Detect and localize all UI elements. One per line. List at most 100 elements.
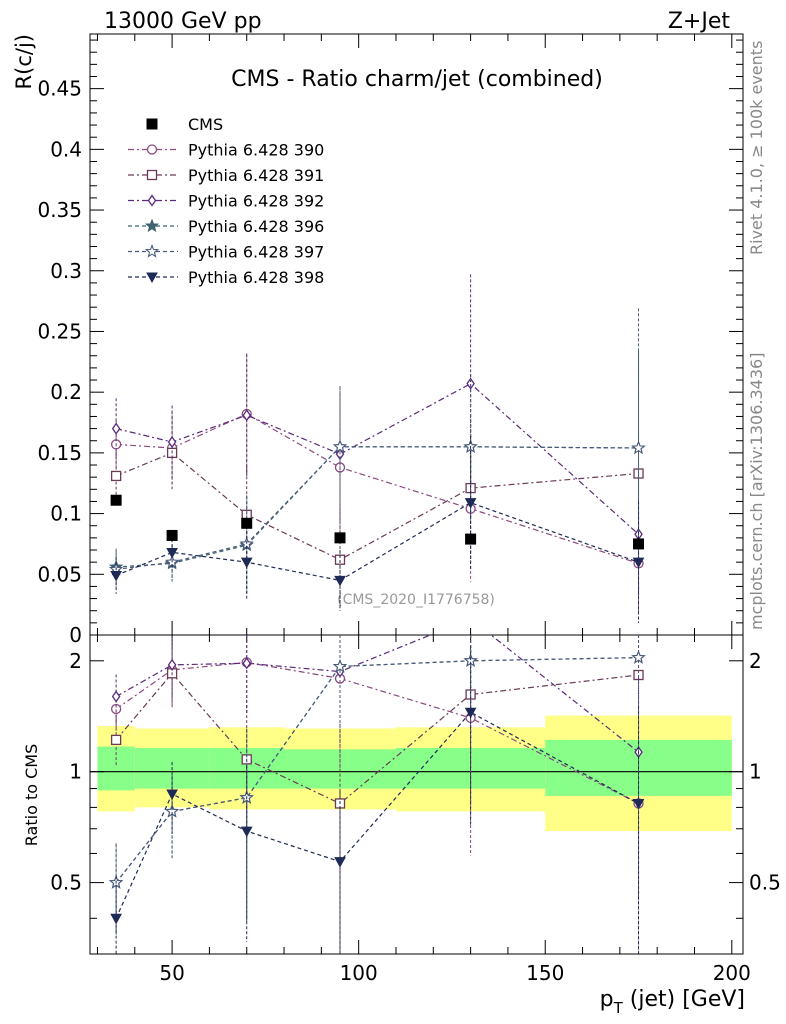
series-point	[167, 435, 177, 449]
legend-marker	[144, 218, 160, 233]
legend-label: Pythia 6.428 390	[188, 141, 324, 160]
series-point	[111, 422, 121, 435]
series-line	[115, 382, 639, 535]
x-tick-label: 100	[340, 961, 378, 985]
ratio-point	[240, 826, 253, 838]
ratio-point	[110, 703, 122, 715]
series-point	[166, 547, 178, 559]
y-tick-label: 0.15	[37, 441, 82, 465]
legend-marker	[147, 194, 157, 207]
y-tick-label: 0	[69, 623, 82, 647]
y-tick-label: 0.4	[50, 137, 82, 161]
legend-label: Pythia 6.428 398	[188, 268, 324, 287]
series-c392	[111, 274, 643, 595]
series-point	[240, 557, 253, 569]
header-left: 13000 GeV pp	[104, 9, 262, 34]
series-point	[110, 470, 122, 482]
rivet-label: Rivet 4.1.0, ≥ 100k events	[747, 41, 766, 255]
main-series-layer	[108, 274, 646, 623]
legend-entry-c390: Pythia 6.428 390	[128, 141, 324, 160]
ratio-point	[334, 857, 346, 868]
ratio-panel: 0.5 0.5 1 1 2 2 50 100 150 200 Ratio to CMS pT (…	[22, 634, 781, 1017]
ratio-tick-label: 0.5	[50, 871, 82, 895]
legend-marker	[146, 272, 158, 284]
main-y-axis: 0 0.05 0.1 0.15 0.2 0.25 0.3 0.35 0.4 0.45	[37, 39, 743, 647]
ratio-line	[115, 657, 639, 883]
series-c398	[110, 435, 645, 623]
ratio-tick-label-right: 2	[749, 649, 762, 673]
y-tick-label: 0.2	[50, 380, 82, 404]
ratio-tick-label: 1	[69, 760, 82, 784]
legend-label: CMS	[188, 115, 223, 134]
series-point	[466, 377, 475, 390]
x-label-rest: (jet) [GeV]	[623, 987, 745, 1012]
legend-marker	[146, 144, 158, 155]
series-line	[115, 502, 639, 582]
legend-entry-c396: Pythia 6.428 396	[128, 217, 324, 236]
ratio-point	[110, 734, 122, 746]
legend-entry-cms: CMS	[146, 115, 223, 134]
legend: CMS Pythia 6.428 390 Pythia 6.428 391 Pythi…	[128, 115, 324, 287]
legend-entry-c392: Pythia 6.428 392	[128, 192, 324, 211]
legend-marker	[144, 243, 160, 258]
x-tick-label: 50	[159, 961, 184, 985]
ratio-point	[110, 913, 122, 925]
ratio-line	[115, 672, 639, 805]
ratio-tick-label-right: 0.5	[749, 871, 781, 895]
series-point	[332, 439, 348, 453]
ratio-series-layer	[108, 635, 646, 954]
main-x-ticks	[96, 34, 733, 635]
series-c396	[108, 350, 646, 594]
series-point	[631, 440, 646, 455]
legend-label: Pythia 6.428 396	[188, 217, 324, 236]
main-title: CMS - Ratio charm/jet (combined)	[231, 67, 603, 92]
y-tick-label: 0.05	[37, 562, 82, 586]
ratio-point	[167, 658, 177, 671]
x-tick-label: 200	[713, 961, 751, 985]
series-c390	[110, 353, 644, 612]
y-tick-label: 0.1	[50, 502, 82, 526]
legend-marker	[146, 169, 158, 181]
ratio-point	[631, 650, 646, 664]
legend-entry-c391: Pythia 6.428 391	[128, 166, 324, 185]
ratio-point	[632, 798, 645, 810]
ratio-line	[115, 711, 639, 919]
ratio-tick-label: 2	[69, 649, 82, 673]
legend-label: Pythia 6.428 392	[188, 192, 324, 211]
legend-label: Pythia 6.428 397	[188, 243, 324, 262]
series-line	[116, 413, 639, 564]
cms-point	[465, 533, 477, 545]
series-line	[115, 452, 639, 561]
cms-point	[110, 494, 122, 506]
ratio-line	[115, 661, 639, 805]
cms-data-layer	[110, 494, 645, 550]
x-axis-label: pT (jet) [GeV]	[600, 987, 745, 1017]
x-tick-label: 150	[526, 961, 564, 985]
series-point	[464, 498, 477, 509]
series-c397	[108, 308, 646, 593]
cms-point	[334, 532, 346, 544]
ratio-point	[332, 658, 348, 673]
ratio-y-label: Ratio to CMS	[22, 744, 41, 846]
series-line	[116, 446, 639, 568]
ratio-tick-label-right: 1	[749, 760, 762, 784]
ratio-point	[166, 789, 178, 801]
series-point	[632, 557, 645, 569]
series-point	[242, 409, 252, 422]
series-point	[110, 571, 122, 582]
series-line	[116, 446, 639, 570]
y-tick-label: 0.45	[37, 77, 82, 101]
header-right: Z+Jet	[668, 9, 731, 34]
cms-point	[166, 529, 178, 541]
mcplots-label: mcplots.cern.ch [arXiv:1306.3436]	[747, 353, 766, 630]
y-tick-label: 0.25	[37, 319, 82, 343]
legend-entry-c397: Pythia 6.428 397	[128, 243, 324, 262]
ratio-point	[242, 657, 252, 670]
ratio-line	[115, 635, 639, 753]
ratio-x-axis: 50 100 150 200	[96, 635, 751, 985]
watermark: (CMS_2020_I1776758)	[337, 592, 495, 608]
ratio-series-c398	[110, 646, 645, 954]
main-y-label: R(c/j)	[12, 34, 36, 89]
y-tick-label: 0.35	[37, 198, 82, 222]
